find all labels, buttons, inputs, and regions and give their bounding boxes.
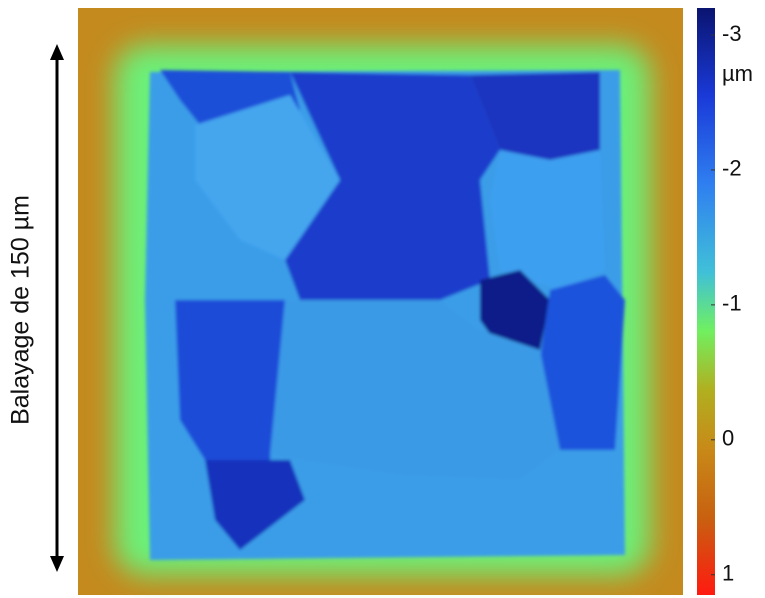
colorbar-tick-label: -2 bbox=[722, 156, 742, 181]
scan-arrow bbox=[50, 44, 64, 572]
colorbar-tick-label: -1 bbox=[722, 291, 742, 316]
scan-label: Balayage de 150 µm bbox=[7, 195, 35, 425]
colorbar-unit: µm bbox=[722, 61, 753, 86]
colorbar-tick-label: 1 bbox=[722, 561, 734, 586]
colorbar-tick-label: 0 bbox=[722, 426, 734, 451]
height-map bbox=[78, 8, 683, 595]
colorbar-tick-label: -3 bbox=[722, 21, 742, 46]
colorbar bbox=[697, 8, 715, 595]
